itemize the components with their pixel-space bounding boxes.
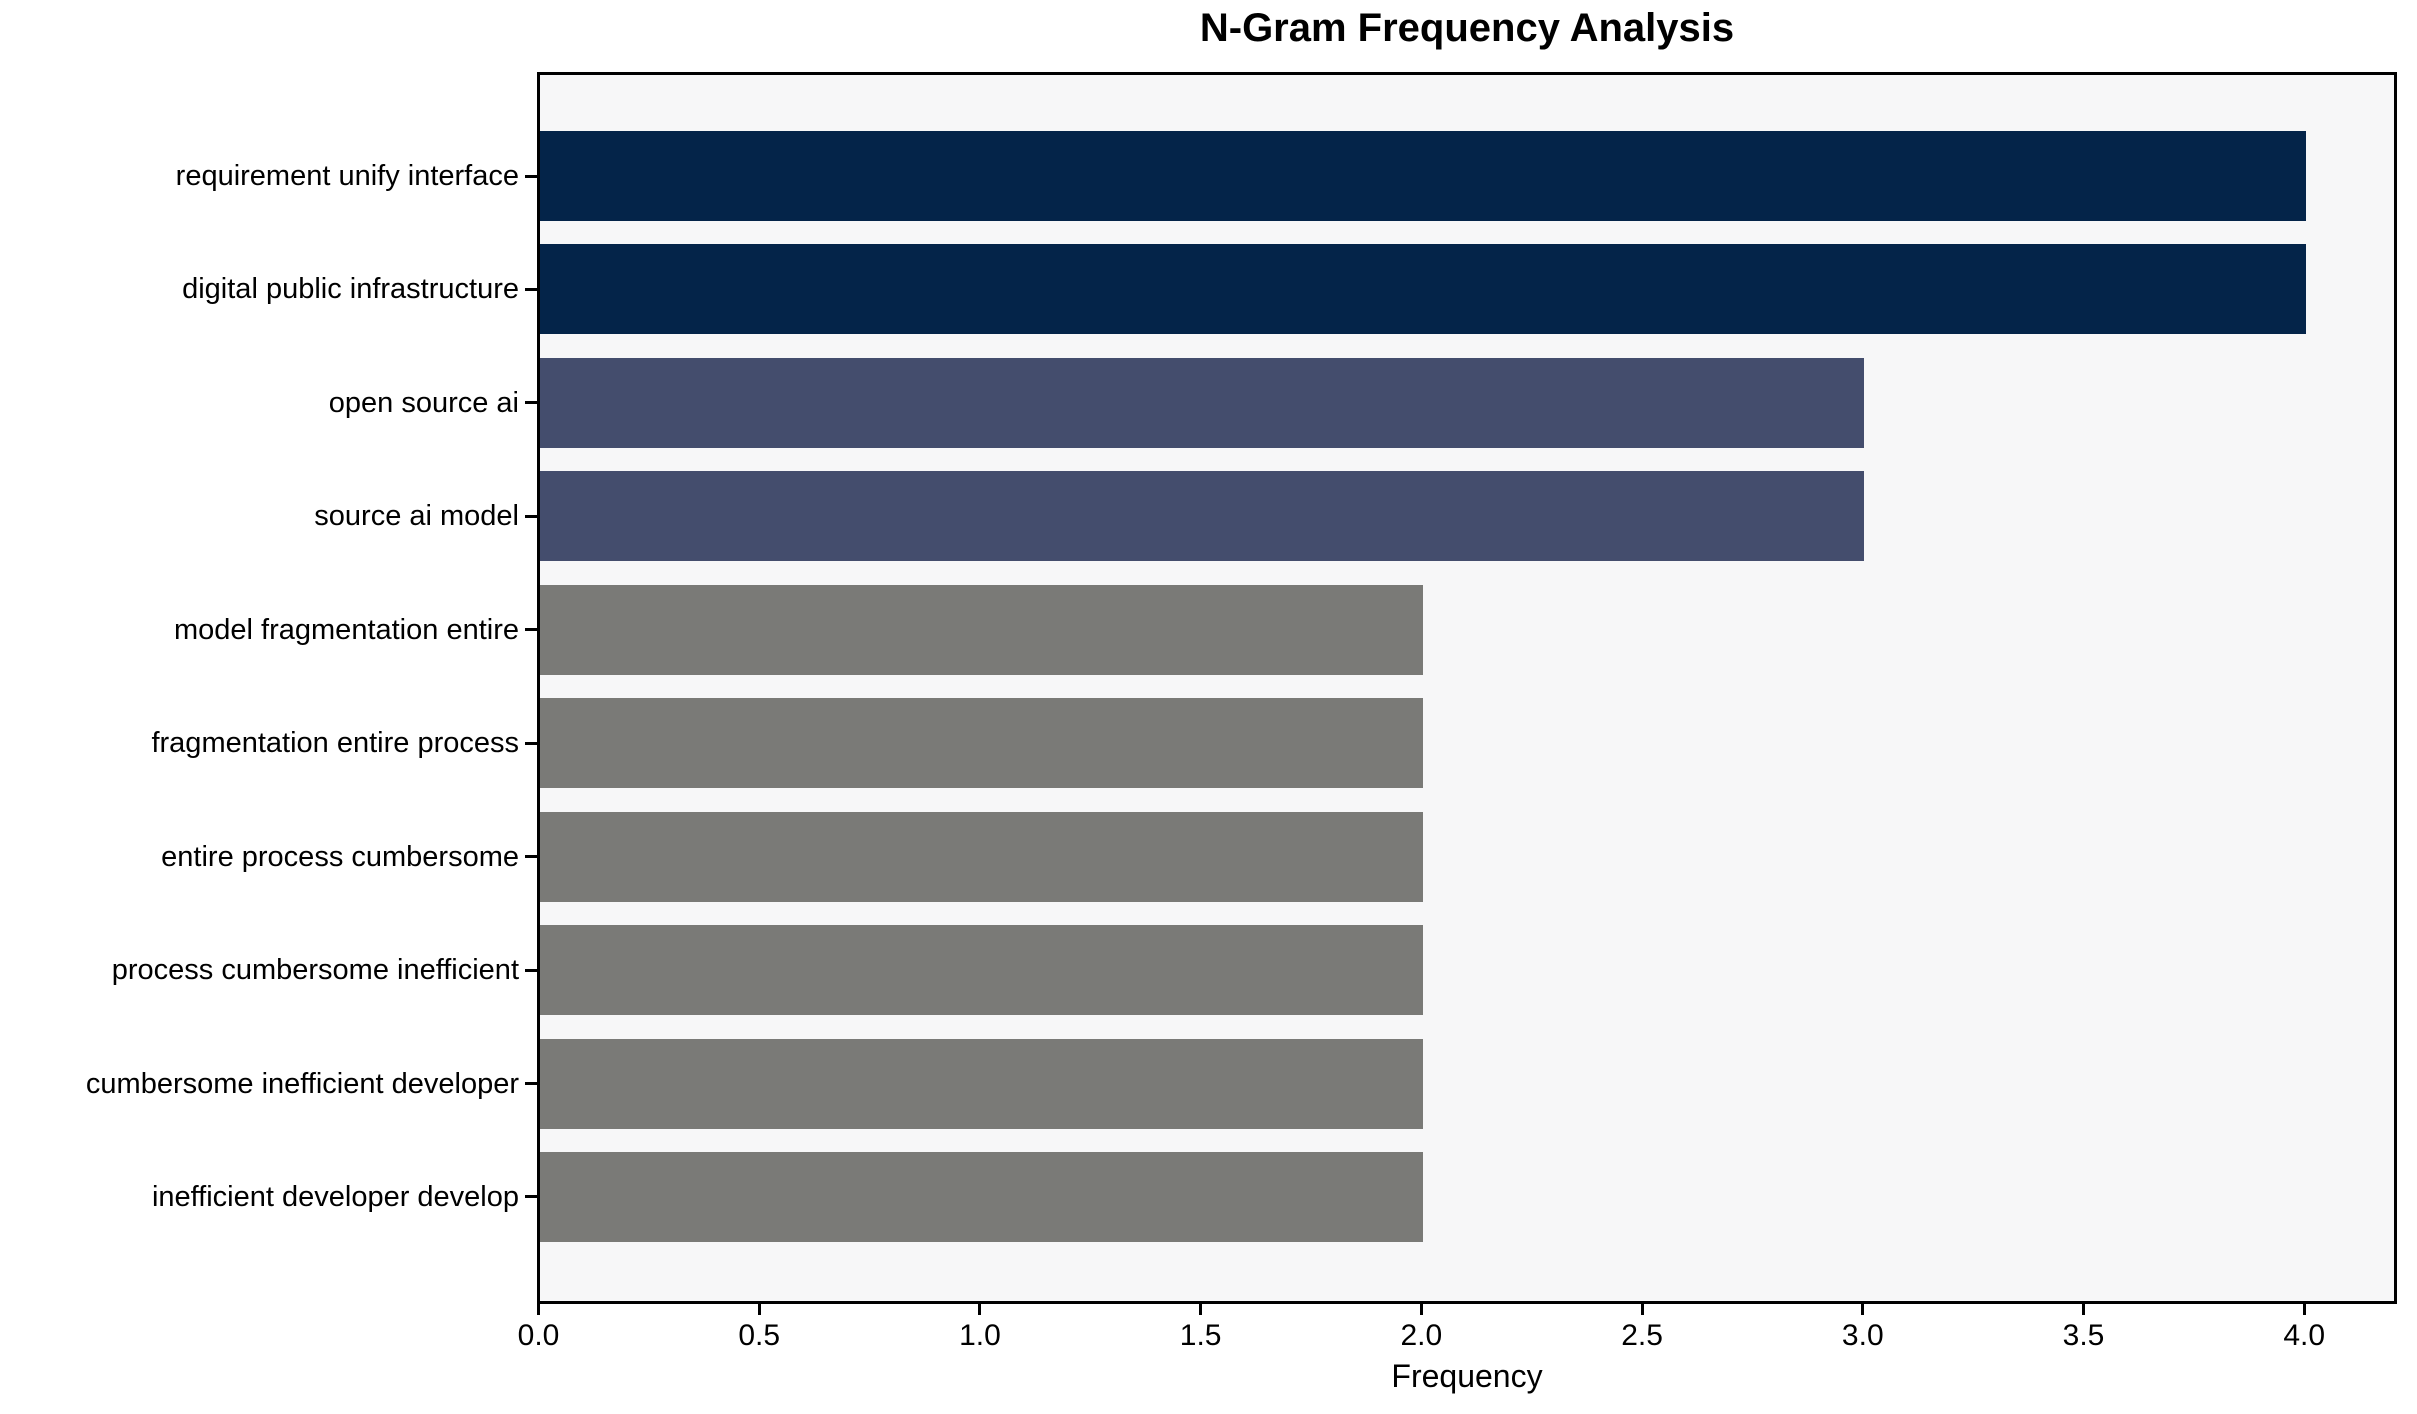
y-tick-mark <box>525 968 537 972</box>
x-tick-label: 0.5 <box>738 1319 781 1352</box>
y-tick-label: source ai model <box>314 500 519 533</box>
y-tick-label: entire process cumbersome <box>161 840 519 873</box>
y-tick-label: requirement unify interface <box>175 160 519 192</box>
x-tick-label: 3.5 <box>2062 1319 2105 1352</box>
x-tick-label: 2.0 <box>1400 1319 1443 1352</box>
bar <box>540 357 1865 448</box>
x-tick-mark <box>2302 1304 2306 1315</box>
bar <box>540 811 1423 902</box>
bar <box>540 584 1423 675</box>
x-tick-mark <box>1861 1304 1865 1315</box>
bar <box>540 244 2306 335</box>
bar <box>540 131 2306 221</box>
x-axis-label: Frequency <box>1391 1358 1543 1394</box>
bar <box>540 698 1423 789</box>
x-tick-label: 3.0 <box>1841 1319 1884 1352</box>
x-tick-label: 1.5 <box>1179 1319 1222 1352</box>
x-tick-label: 2.5 <box>1621 1319 1663 1352</box>
bar <box>540 925 1423 1016</box>
y-tick-mark <box>525 628 537 632</box>
bar <box>540 1038 1423 1129</box>
y-tick-mark <box>525 514 537 518</box>
y-tick-mark <box>525 174 537 178</box>
x-tick-label: 4.0 <box>2283 1319 2326 1352</box>
y-tick-mark <box>525 855 537 859</box>
x-tick-mark <box>537 1304 540 1315</box>
x-tick-mark <box>757 1304 761 1315</box>
x-tick-mark <box>1199 1304 1203 1315</box>
x-tick-mark <box>978 1304 982 1315</box>
y-tick-label: cumbersome inefficient developer <box>85 1067 519 1100</box>
x-tick-mark <box>1419 1304 1423 1315</box>
y-tick-label: digital public infrastructure <box>182 273 519 306</box>
x-tick-label: 0.0 <box>517 1319 560 1352</box>
y-tick-label: inefficient developer develop <box>151 1180 519 1213</box>
chart-title: N-Gram Frequency Analysis <box>1199 6 1735 50</box>
y-tick-mark <box>525 401 537 405</box>
y-tick-label: fragmentation entire process <box>151 727 519 760</box>
plot-area <box>537 72 2397 1304</box>
y-tick-mark <box>525 1082 537 1086</box>
y-tick-label: model fragmentation entire <box>174 613 519 646</box>
y-tick-label: process cumbersome inefficient <box>111 954 519 987</box>
bar <box>540 471 1865 562</box>
y-tick-mark <box>525 741 537 745</box>
x-tick-mark <box>1640 1304 1644 1315</box>
y-tick-mark <box>525 1195 537 1199</box>
x-tick-mark <box>2082 1304 2085 1315</box>
y-tick-label: open source ai <box>328 386 519 419</box>
bar <box>540 1151 1423 1242</box>
x-tick-label: 1.0 <box>959 1319 1001 1352</box>
y-tick-mark <box>525 287 537 291</box>
